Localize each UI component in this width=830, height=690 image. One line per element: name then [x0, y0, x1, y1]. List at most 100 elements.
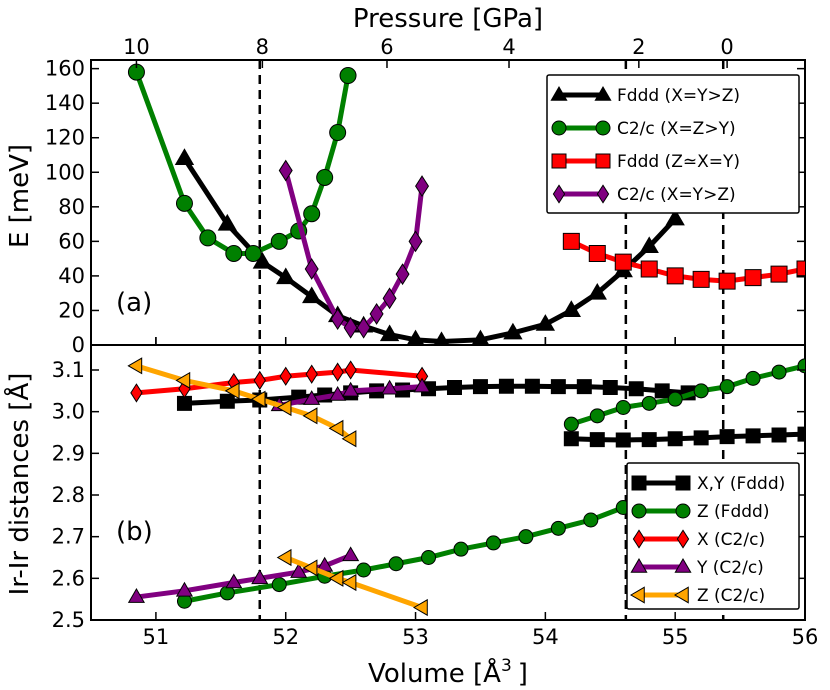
- panel-tag-b: (b): [116, 517, 153, 547]
- legend-swatch-marker-b-0-1: [595, 120, 611, 136]
- legend-label-0-2: Fddd (Z≃X=Y): [617, 152, 740, 172]
- data-point-1-8-1: [302, 559, 318, 577]
- data-point-1-7-4: [276, 398, 292, 417]
- data-point-0-0-9: [433, 331, 450, 345]
- ytick-label-1-1: 2.6: [52, 566, 85, 590]
- ytick-label-0-1: 20: [58, 298, 85, 322]
- x-axis-title-sup: 3: [501, 656, 512, 676]
- data-point-0-0-11: [503, 322, 523, 340]
- data-point-1-0-13: [550, 379, 566, 395]
- ytick-label-1-0: 2.5: [52, 608, 85, 632]
- ytick-label-0-5: 100: [45, 160, 85, 184]
- data-point-1-6-3: [342, 381, 360, 397]
- legend-label-1-3: Y (C2/c): [696, 558, 764, 578]
- data-point-0-1-5: [270, 232, 288, 250]
- legend-swatch-marker-b-0-3: [596, 184, 610, 204]
- legend-label-1-0: X,Y (Fddd): [697, 474, 785, 494]
- data-point-1-0-9: [446, 380, 462, 395]
- data-point-1-6-5: [413, 377, 431, 393]
- data-point-1-0-11: [498, 378, 514, 394]
- top-tick-label-2: 6: [380, 35, 393, 59]
- data-point-0-1-4: [244, 244, 262, 262]
- ytick-label-0-0: 0: [72, 333, 85, 357]
- data-point-0-2-0: [562, 232, 580, 250]
- data-point-0-0-7: [379, 324, 400, 342]
- data-point-1-5-0: [127, 588, 146, 603]
- x-axis-title-end: ]: [518, 659, 528, 689]
- ytick-label-0-6: 120: [45, 126, 85, 150]
- data-point-1-0-17: [654, 383, 670, 399]
- data-point-0-3-2: [330, 308, 345, 331]
- series-line-0-3: [283, 169, 425, 331]
- data-point-1-7-0: [127, 357, 143, 375]
- data-point-0-3-1: [304, 258, 319, 280]
- x-axis-title-main: Volume [Å: [368, 657, 501, 689]
- x-axis-title: Volume [Å3]: [368, 656, 528, 689]
- data-point-0-3-6: [382, 287, 397, 310]
- data-point-1-2-9: [518, 529, 534, 545]
- data-point-0-2-9: [796, 260, 805, 278]
- data-point-1-5-3: [251, 569, 269, 585]
- data-point-0-1-3: [225, 244, 243, 262]
- data-point-1-7-7: [341, 430, 357, 448]
- data-point-1-3-0: [563, 416, 579, 432]
- data-point-1-3-4: [667, 391, 683, 407]
- data-point-0-2-1: [588, 244, 606, 262]
- data-point-1-1-0: [563, 431, 579, 447]
- data-point-0-1-8: [316, 168, 334, 186]
- data-point-1-4-0: [130, 383, 143, 403]
- data-point-0-0-13: [561, 300, 581, 317]
- top-tick-label-3: 4: [502, 35, 515, 59]
- y-axis-title-top: E [meV]: [5, 144, 35, 248]
- xtick-label-5: 56: [792, 625, 819, 649]
- data-point-1-0-16: [628, 381, 644, 397]
- xtick-label-2: 53: [402, 625, 429, 649]
- panel-tag-a: (a): [116, 288, 152, 318]
- data-point-1-6-4: [381, 379, 399, 395]
- data-point-0-1-7: [303, 205, 321, 223]
- ytick-label-0-8: 160: [45, 57, 85, 81]
- data-point-1-1-2: [615, 432, 631, 448]
- top-tick-label-4: 2: [632, 35, 645, 59]
- data-point-0-0-10: [471, 329, 490, 345]
- legend-swatch-marker-b-0-2: [595, 153, 611, 169]
- data-point-1-7-3: [250, 390, 266, 408]
- data-point-1-0-10: [472, 379, 488, 395]
- data-point-1-3-5: [693, 383, 709, 399]
- data-point-1-1-1: [589, 432, 605, 448]
- legend-swatch-marker-a-0-3: [552, 184, 566, 204]
- legend-swatch-marker-a-0-1: [551, 120, 567, 136]
- data-point-1-0-12: [524, 378, 540, 394]
- data-point-1-5-2: [225, 573, 243, 589]
- data-point-1-6-2: [329, 385, 347, 401]
- legend-swatch-marker-a-1-0: [631, 475, 647, 491]
- legend-label-1-1: Z (Fddd): [697, 502, 769, 522]
- data-point-0-3-5: [369, 302, 384, 325]
- data-point-0-3-0: [278, 159, 293, 182]
- data-point-1-4-3: [253, 370, 266, 391]
- data-point-1-4-5: [305, 364, 318, 384]
- data-point-0-0-3: [276, 267, 296, 285]
- data-point-1-6-1: [303, 390, 321, 405]
- data-point-1-8-2: [328, 569, 344, 587]
- ytick-label-1-6: 3.1: [52, 358, 85, 382]
- data-point-1-4-7: [344, 360, 357, 380]
- data-point-0-2-7: [744, 269, 762, 287]
- data-point-0-2-8: [770, 265, 788, 283]
- xtick-label-1: 52: [272, 625, 299, 649]
- data-point-1-1-5: [693, 430, 709, 446]
- top-tick-label-0: 10: [123, 35, 150, 59]
- data-point-1-1-3: [641, 432, 657, 448]
- series-line-1-1: [571, 431, 805, 443]
- ytick-label-1-2: 2.7: [52, 525, 85, 549]
- data-point-0-3-8: [408, 230, 423, 253]
- xtick-label-0: 51: [143, 625, 170, 649]
- top-axis-title: Pressure [GPa]: [353, 4, 543, 34]
- data-point-1-1-6: [719, 429, 735, 445]
- data-point-1-8-0: [276, 548, 292, 567]
- axis-ticks: 0204060801001201401602.52.62.72.82.93.03…: [45, 35, 818, 649]
- legend-box-1: [626, 462, 800, 610]
- data-point-0-3-7: [395, 263, 410, 286]
- data-point-1-3-2: [615, 400, 631, 415]
- data-point-1-1-4: [667, 431, 683, 447]
